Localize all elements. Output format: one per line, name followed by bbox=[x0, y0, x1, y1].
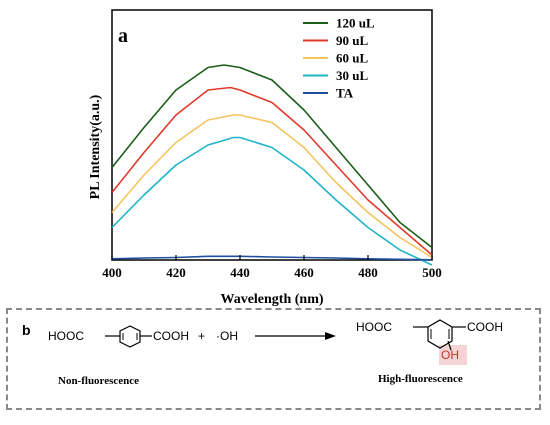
series-lines bbox=[111, 64, 433, 266]
product-cooh-label: COOH bbox=[467, 320, 503, 334]
x-tick-label: 440 bbox=[230, 265, 250, 280]
reaction-arrow-head bbox=[325, 332, 336, 340]
panel-label-b: b bbox=[22, 322, 31, 338]
product-hooc-label: HOOC bbox=[356, 320, 392, 334]
reactant-cooh-label: COOH bbox=[153, 329, 189, 343]
series-line-4 bbox=[111, 255, 433, 261]
x-tick-label: 400 bbox=[102, 265, 122, 280]
x-tick-label: 500 bbox=[422, 265, 442, 280]
x-tick-label: 420 bbox=[166, 265, 186, 280]
oh-highlight bbox=[439, 345, 467, 365]
plot-frame bbox=[111, 9, 433, 261]
series-line-3 bbox=[111, 136, 433, 266]
y-axis-label: PL Intensity(a.u.) bbox=[88, 94, 103, 199]
reactant-caption: Non-fluorescence bbox=[58, 375, 140, 387]
product-caption: High-fluorescence bbox=[378, 373, 463, 385]
legend: 120 uL 90 uL 60 uL 30 uL TA bbox=[303, 16, 375, 101]
pl-chart: a 400 420 440 460 480 500 120 uL 90 uL 60 uL 30 … bbox=[88, 9, 442, 307]
reactant-benzene-ring bbox=[119, 325, 141, 348]
x-axis-ticks: 400 420 440 460 480 500 bbox=[102, 255, 442, 280]
hydroxyl-radical-label: ·OH bbox=[216, 329, 238, 343]
legend-label: 30 uL bbox=[336, 68, 368, 83]
x-tick-label: 480 bbox=[358, 265, 378, 280]
legend-label: 120 uL bbox=[336, 16, 375, 31]
product-bond-oh bbox=[447, 340, 452, 351]
product-oh-label: OH bbox=[441, 348, 459, 362]
panel-label-a: a bbox=[118, 25, 128, 47]
legend-label: TA bbox=[336, 86, 354, 101]
series-line-1 bbox=[111, 86, 433, 256]
series-line-0 bbox=[111, 64, 433, 249]
reaction-panel bbox=[6, 308, 541, 410]
x-axis-label: Wavelength (nm) bbox=[220, 292, 323, 307]
series-line-2 bbox=[111, 114, 433, 259]
x-tick-label: 460 bbox=[294, 265, 314, 280]
reactant-hooc-label: HOOC bbox=[48, 329, 84, 343]
legend-label: 60 uL bbox=[336, 51, 368, 66]
plus-sign: + bbox=[198, 329, 206, 343]
legend-label: 90 uL bbox=[336, 33, 368, 48]
